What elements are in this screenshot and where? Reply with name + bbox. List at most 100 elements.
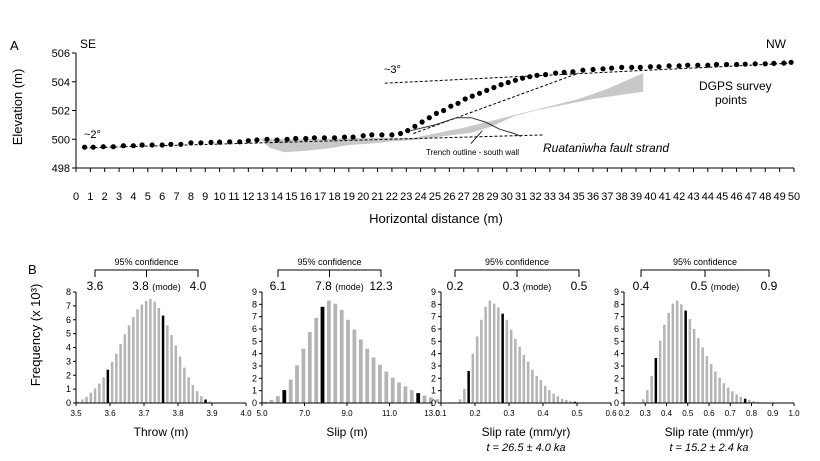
panel-b-y-tick-label: 0 [252,398,257,408]
panel-b-y-tick-label: 0 [66,398,71,408]
histogram-bar [429,397,433,403]
histogram-bar [110,362,114,403]
panel-b-y-tick-label: 1 [252,386,257,396]
confidence-bracket [640,269,770,277]
histogram-bar [301,348,306,403]
dgps-point [237,139,243,145]
histogram-bar [132,317,135,403]
panel-a-x-tick-label: 30 [501,191,513,203]
histogram-bar [671,303,675,403]
panel-a-x-tick-label: 35 [572,191,584,203]
histogram-bar [140,304,144,403]
dgps-point [245,138,251,144]
label-se: SE [80,37,96,51]
histogram-bar [166,325,169,403]
panel-b-y-tick-label: 9 [252,287,257,297]
histogram-bar [314,317,319,403]
histogram-bar [403,386,408,403]
panel-b-y-tick-label: 9 [614,287,619,297]
histogram-bar [422,395,427,403]
panel-a-x-tick-label: 37 [601,191,613,203]
histogram-bar [531,369,534,403]
panel-a-x-tick-label: 20 [357,191,369,203]
dgps-point [527,74,533,80]
panel-b-y-tick-label: 7 [66,301,71,311]
histogram-bar [89,392,93,403]
histogram-bar [552,393,555,404]
dgps-point [512,77,519,83]
panel-a-xlabel: Horizontal distance (m) [369,211,503,226]
histogram-bar [263,401,268,403]
confidence-title: 95% confidence [114,257,178,267]
panel-a-x-tick-label: 45 [716,191,728,203]
panel-b-y-tick-label: 4 [252,349,257,359]
histogram-bar [692,329,696,403]
panel-a-x-tick-label: 27 [458,191,470,203]
confidence-title: 95% confidence [297,257,361,267]
panel-b-x-tick-label: 11.0 [382,409,398,418]
panel-b-y-tick-label: 2 [614,373,619,383]
dgps-point [723,61,730,68]
panel-a-x-tick-label: 26 [443,191,455,203]
confidence-lower: 6.1 [270,279,287,293]
confidence-mode: 3.8 [132,279,149,293]
histogram-bar [136,309,139,403]
histogram-bar [458,399,462,403]
panel-b-x-tick-label: 0.8 [746,409,758,418]
confidence-title: 95% confidence [485,257,549,267]
dgps-point [90,144,96,150]
dgps-point [771,60,777,66]
panel-a-x-tick-label: 50 [788,191,800,203]
histogram-bar-marker [654,358,658,403]
panel-b-x-tick-label: 0.3 [503,409,515,418]
histogram-bar [714,371,717,403]
panel-a-ylabel: Elevation (m) [10,69,25,146]
dgps-point [100,144,106,150]
confidence-mode: 0.5 [691,279,708,293]
dgps-point [360,133,366,139]
panel-b-y-tick-label: 4 [66,343,71,353]
dgps-point [734,61,740,68]
panel-a-x-tick-label: 38 [616,191,628,203]
histogram-bar [484,306,487,403]
dgps-point [647,64,654,70]
histogram-bar [560,398,564,403]
panel-label-b: B [28,262,37,277]
confidence-upper: 0.5 [571,279,588,293]
panel-a-x-tick-label: 17 [314,191,326,203]
panel-a-x-tick-label: 4 [130,191,136,203]
chart-layer: 0 1 2 3 4 5 6 7 8 9 10 11 12 13 14 15 16 17 18 19 20 21 22 23 24… [52,48,800,454]
histogram-bar [119,344,122,403]
histogram-bar [333,303,338,403]
histogram-bar [187,377,190,403]
dgps-point [520,75,526,81]
panel-a-x-tick-label: 12 [242,191,254,203]
confidence-bracket [454,269,580,277]
dgps-point [303,135,309,142]
dgps-point [629,64,635,70]
dgps-point [656,64,662,70]
histogram-bar [641,399,645,403]
panel-b-y-tick-label: 0 [431,398,436,408]
confidence-lower: 0.2 [447,279,464,293]
dgps-point [713,61,720,68]
dgps-point [311,135,317,141]
histogram-bar [307,332,312,403]
histogram-bar [195,391,199,403]
histogram-bar [739,396,743,403]
panel-b-y-tick-label: 5 [252,336,257,346]
dgps-point [405,128,411,134]
histogram-bar [514,338,517,403]
confidence-bracket [277,269,382,277]
panel-a-x-tick-label: 14 [271,191,283,203]
panel-a-x-tick-label: 15 [285,191,297,203]
panel-a-x-tick-label: 49 [774,191,786,203]
dgps-point [561,69,567,75]
dgps-point [293,135,299,142]
panel-b-x-tick-label: 7.0 [299,409,311,418]
histogram-bar [358,339,363,403]
label-nw: NW [766,37,787,51]
panel-b-x-tick-label: 0.7 [725,409,737,418]
panel-a-y-tick-label: 506 [52,48,70,60]
panel-a-x-tick-label: 16 [300,191,312,203]
